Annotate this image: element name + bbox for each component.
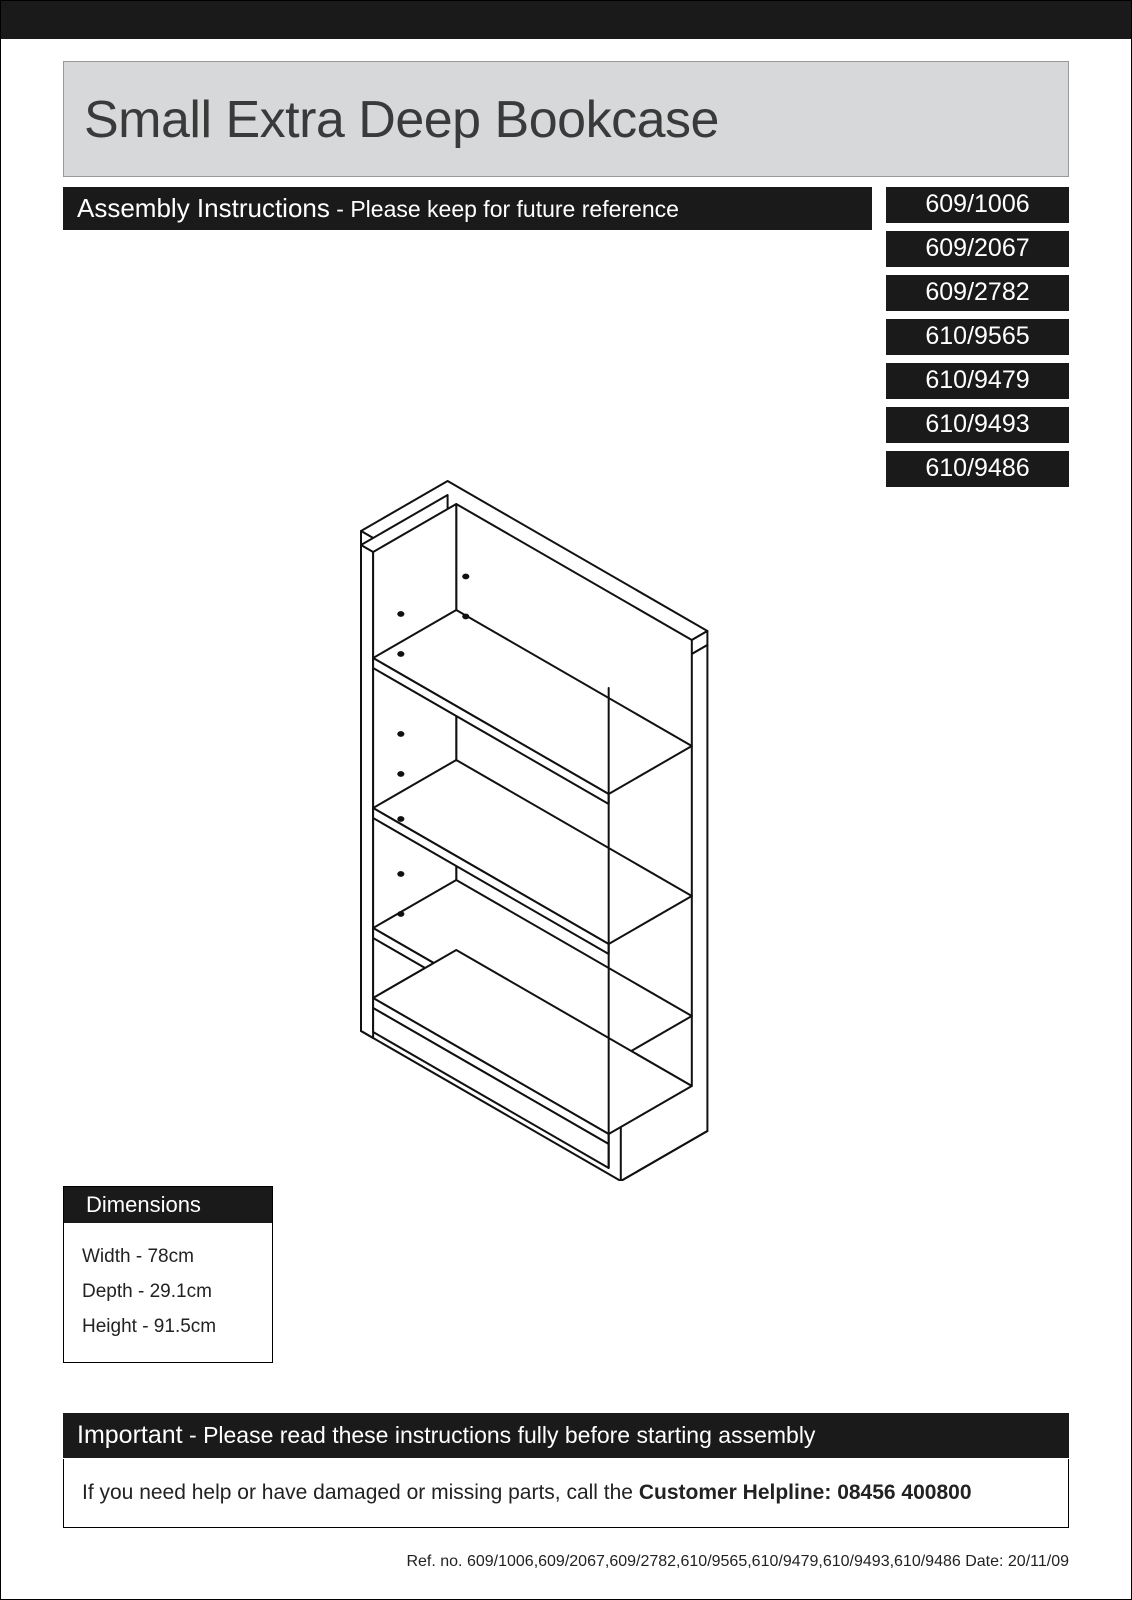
important-light: Please read these instructions fully bef… [203,1422,815,1448]
product-code: 609/2067 [886,231,1069,267]
help-bold: Customer Helpline: 08456 400800 [639,1481,972,1504]
footer-date: 20/11/09 [1008,1553,1069,1570]
dimensions-box: Dimensions Width - 78cmDepth - 29.1cmHei… [63,1186,273,1363]
helpline-box: If you need help or have damaged or miss… [63,1459,1069,1528]
footer-ref-label: Ref. no. [406,1553,466,1570]
dimension-row: Width - 78cm [82,1239,258,1274]
dimension-row: Height - 91.5cm [82,1309,258,1344]
footer-date-label: Date: [961,1553,1008,1570]
assembly-instructions-bar: Assembly Instructions - Please keep for … [63,187,872,230]
assembly-light: Please keep for future reference [350,196,679,222]
product-code: 610/9486 [886,451,1069,487]
product-code: 609/1006 [886,187,1069,223]
product-codes-column: 609/1006 609/2067 609/2782 610/9565 610/9479… [886,187,1069,487]
footer-refs-text: 609/1006,609/2067,609/2782,610/9565,610/… [467,1553,961,1570]
dimensions-heading: Dimensions [64,1187,272,1223]
dimensions-body: Width - 78cmDepth - 29.1cmHeight - 91.5c… [64,1223,272,1362]
important-bar: Important - Please read these instructio… [63,1413,1069,1458]
title-panel: Small Extra Deep Bookcase [63,61,1069,177]
product-code: 610/9479 [886,363,1069,399]
important-sep: - [183,1422,203,1448]
footer-refs: Ref. no. 609/1006,609/2067,609/2782,610/… [406,1553,1069,1571]
dimension-row: Depth - 29.1cm [82,1274,258,1309]
assembly-bold: Assembly Instructions [77,193,330,223]
bookcase-diagram [301,421,861,1181]
help-pre: If you need help or have damaged or miss… [82,1481,639,1504]
product-code: 610/9493 [886,407,1069,443]
assembly-sep: - [330,196,350,222]
product-code: 609/2782 [886,275,1069,311]
product-code: 610/9565 [886,319,1069,355]
top-bar [1,1,1131,39]
page: Small Extra Deep Bookcase Assembly Instr… [0,0,1132,1600]
product-title: Small Extra Deep Bookcase [84,90,1048,150]
important-bold: Important [77,1421,183,1449]
